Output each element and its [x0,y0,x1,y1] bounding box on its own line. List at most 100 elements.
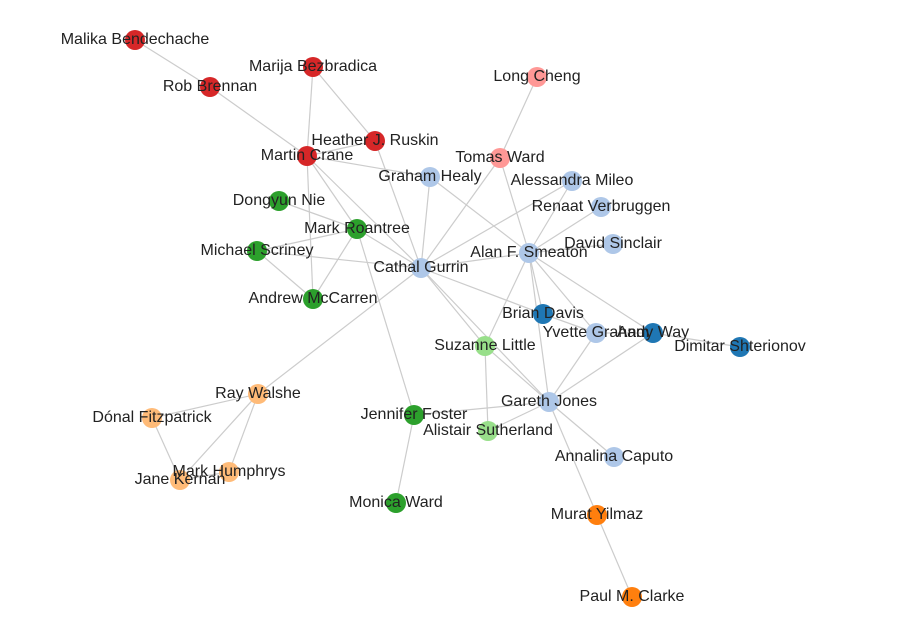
edge-alan-andy [528,252,654,334]
node-label-graham: Graham Healy [378,168,481,185]
node-label-donal: Dónal Fitzpatrick [92,409,212,426]
node-label-brian: Brian Davis [502,305,584,322]
node-heather[interactable] [365,131,385,151]
node-annalina[interactable] [604,447,624,467]
edge-markr-dongyun [278,200,358,230]
node-alan[interactable] [519,243,539,263]
node-cathal[interactable] [411,258,431,278]
node-label-ray: Ray Walshe [215,385,301,402]
edge-andy-gareth [548,332,654,403]
node-label-rob: Rob Brennan [163,78,257,95]
node-marija[interactable] [303,57,323,77]
node-ray[interactable] [248,384,268,404]
edge-cathal-suzanne [420,267,486,347]
node-label-cathal: Cathal Gurrin [373,259,468,276]
node-graham[interactable] [420,167,440,187]
node-dongyun[interactable] [269,191,289,211]
node-andrew[interactable] [303,289,323,309]
node-label-murat: Murat Yilmaz [551,506,643,523]
edge-cathal-ray [257,267,422,395]
edge-cathal-markr [356,228,422,269]
node-martin[interactable] [297,146,317,166]
node-dimitar[interactable] [730,337,750,357]
node-gareth[interactable] [539,392,559,412]
node-tomas[interactable] [490,148,510,168]
node-jane[interactable] [170,470,190,490]
node-layer [125,30,750,607]
edge-marija-martin [306,66,314,157]
edge-malika-rob [134,39,211,88]
node-label-alistair: Alistair Sutherland [423,422,553,439]
edge-gareth-annalina [548,401,615,458]
edge-rob-martin [209,86,308,157]
node-markh[interactable] [219,462,239,482]
edge-markr-andrew [312,228,358,300]
edge-graham-alan [429,176,530,254]
edge-alessandra-cathal [420,180,573,269]
node-label-michael: Michael Scriney [201,242,314,259]
node-label-paul: Paul M. Clarke [580,588,685,605]
edge-gareth-alistair [487,401,550,432]
node-rob[interactable] [200,77,220,97]
node-label-dongyun: Dongyun Nie [233,192,326,209]
edge-jennifer-monica [395,414,415,504]
edge-cathal-brian [420,267,544,315]
node-label-markh: Mark Humphrys [173,463,286,480]
edge-layer [134,39,741,598]
node-alistair[interactable] [478,421,498,441]
edge-alan-suzanne [484,252,530,347]
node-jennifer[interactable] [404,405,424,425]
node-malika[interactable] [125,30,145,50]
edge-murat-paul [596,514,633,598]
edge-jennifer-gareth [413,401,550,416]
node-yvette[interactable] [586,323,606,343]
edge-heather-cathal [374,140,422,269]
edge-tomas-alan [499,157,530,254]
edge-renaat-alan [528,206,602,254]
node-renaat[interactable] [591,197,611,217]
node-suzanne[interactable] [475,336,495,356]
edge-alan-brian [528,252,544,315]
node-david[interactable] [603,234,623,254]
node-label-andrew: Andrew McCarren [249,290,378,307]
node-label-suzanne: Suzanne Little [434,337,536,354]
node-label-dimitar: Dimitar Shterionov [674,338,806,355]
node-label-monica: Monica Ward [349,494,443,511]
node-label-alessandra: Alessandra Mileo [511,172,634,189]
node-label-malika: Malika Bendechache [61,31,210,48]
edge-alan-yvette [528,252,597,334]
node-monica[interactable] [386,493,406,513]
node-donal[interactable] [142,408,162,428]
node-paul[interactable] [622,587,642,607]
edge-martin-graham [306,155,431,178]
edge-michael-andrew [256,250,314,300]
edge-cathal-michael [256,250,422,269]
node-label-jennifer: Jennifer Foster [361,406,468,423]
edge-martin-cathal [306,155,422,269]
edge-donal-jane [151,417,181,481]
label-layer: Malika Bendechache Rob Brennan Marija Bezb… [61,31,806,605]
edge-longcheng-tomas [499,76,538,159]
node-andy[interactable] [643,323,663,343]
node-alessandra[interactable] [562,171,582,191]
edge-ray-jane [179,393,259,481]
edge-ray-markh [228,393,259,473]
node-label-heather: Heather J. Ruskin [311,132,438,149]
node-markr[interactable] [347,219,367,239]
edge-yvette-gareth [548,332,597,403]
edge-david-alan [528,243,614,254]
edge-martin-markr [306,155,358,230]
node-michael[interactable] [247,241,267,261]
node-brian[interactable] [533,304,553,324]
node-label-martin: Martin Crane [261,147,354,164]
node-label-gareth: Gareth Jones [501,393,597,410]
edge-marija-heather [312,66,376,142]
edge-alan-cathal [420,252,530,269]
edge-gareth-murat [548,401,598,516]
node-murat[interactable] [587,505,607,525]
node-label-alan: Alan F. Smeaton [470,244,587,261]
edge-graham-cathal [420,176,431,269]
node-longcheng[interactable] [527,67,547,87]
node-label-andy: Andy Way [617,324,689,341]
